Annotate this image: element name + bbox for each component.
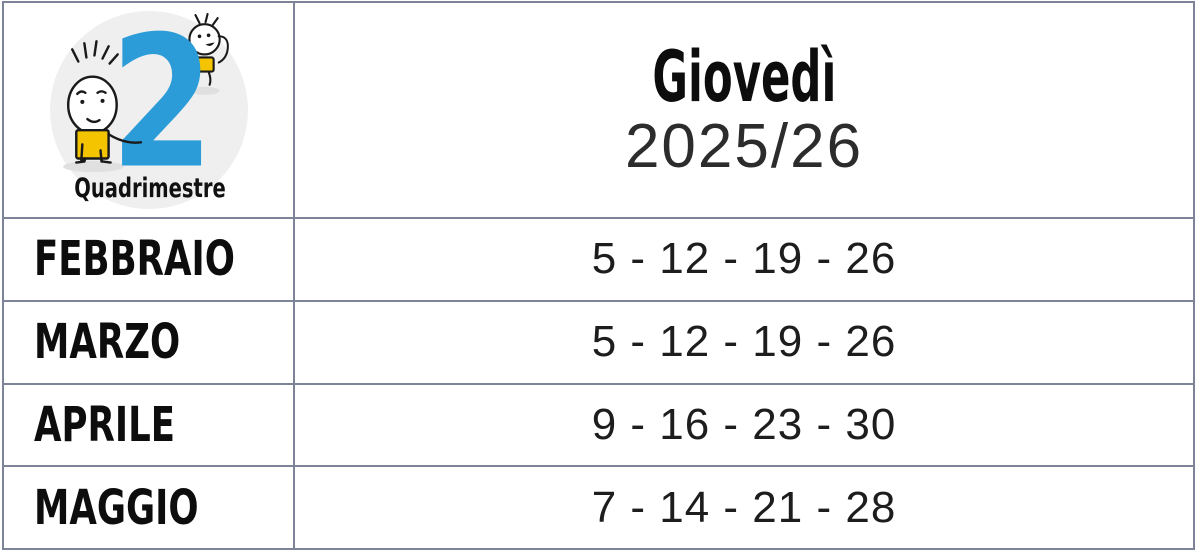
girl-shadow (188, 86, 220, 95)
dates-cell-marzo: 5 - 12 - 19 - 26 (295, 299, 1193, 383)
month-cell-marzo: MARZO (4, 299, 295, 383)
dates-text: 5 - 12 - 19 - 26 (591, 234, 897, 284)
month-label: FEBBRAIO (34, 231, 235, 288)
month-cell-febbraio: FEBBRAIO (4, 217, 295, 300)
quadrimestre-badge: 2 Quadrimestre (49, 9, 248, 209)
weekday-title: Giovedì (652, 36, 836, 119)
dates-cell-aprile: 9 - 16 - 23 - 30 (295, 382, 1193, 466)
dates-text: 5 - 12 - 19 - 26 (591, 317, 897, 367)
blue-balloon (169, 36, 187, 59)
dates-cell-febbraio: 5 - 12 - 19 - 26 (295, 217, 1193, 300)
badge-number: 2 (110, 9, 214, 209)
month-label: MAGGIO (34, 479, 199, 536)
stick-figure-boy (66, 40, 119, 164)
dates-text: 7 - 14 - 21 - 28 (591, 482, 897, 532)
boy-arm (106, 133, 142, 144)
school-year: 2025/26 (624, 112, 864, 182)
month-cell-aprile: APRILE (4, 382, 295, 466)
month-label: APRILE (34, 396, 175, 453)
stick-figure-girl (181, 12, 229, 86)
header-cell: Giovedì 2025/26 (295, 3, 1193, 217)
month-label: MARZO (34, 314, 181, 371)
dates-cell-maggio: 7 - 14 - 21 - 28 (295, 465, 1193, 548)
month-cell-maggio: MAGGIO (4, 465, 295, 548)
dates-text: 9 - 16 - 23 - 30 (591, 399, 897, 449)
boy-shadow (62, 161, 124, 173)
badge-cell: 2 Quadrimestre (4, 3, 295, 217)
badge-label: Quadrimestre (74, 174, 226, 204)
